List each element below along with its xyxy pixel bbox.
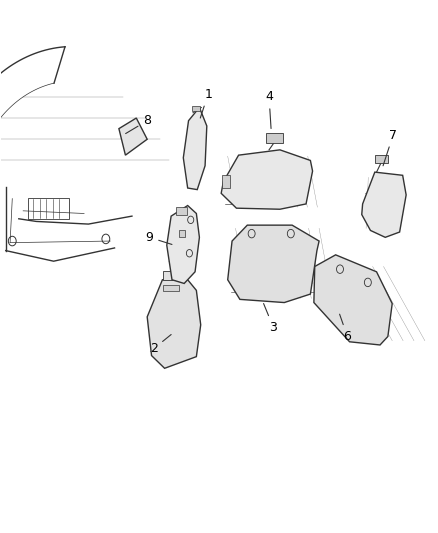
Text: 1: 1: [200, 87, 212, 118]
Text: 3: 3: [264, 303, 277, 334]
Polygon shape: [221, 150, 313, 209]
Bar: [179, 230, 185, 237]
Text: 9: 9: [145, 231, 172, 245]
Text: 7: 7: [383, 128, 397, 166]
Polygon shape: [119, 118, 147, 155]
Bar: [28, 198, 69, 219]
Text: 6: 6: [339, 314, 351, 343]
Polygon shape: [314, 255, 392, 345]
Text: 8: 8: [126, 114, 151, 134]
Bar: [223, 175, 230, 188]
Bar: [177, 207, 187, 215]
Bar: [375, 155, 388, 163]
Polygon shape: [228, 225, 319, 303]
Text: 4: 4: [265, 90, 273, 128]
Polygon shape: [163, 271, 182, 280]
Text: 2: 2: [150, 335, 171, 355]
Polygon shape: [163, 285, 179, 292]
Bar: [192, 106, 200, 111]
Polygon shape: [184, 108, 207, 190]
Polygon shape: [147, 280, 201, 368]
Bar: [266, 133, 283, 143]
Polygon shape: [167, 206, 199, 284]
Polygon shape: [362, 172, 406, 237]
